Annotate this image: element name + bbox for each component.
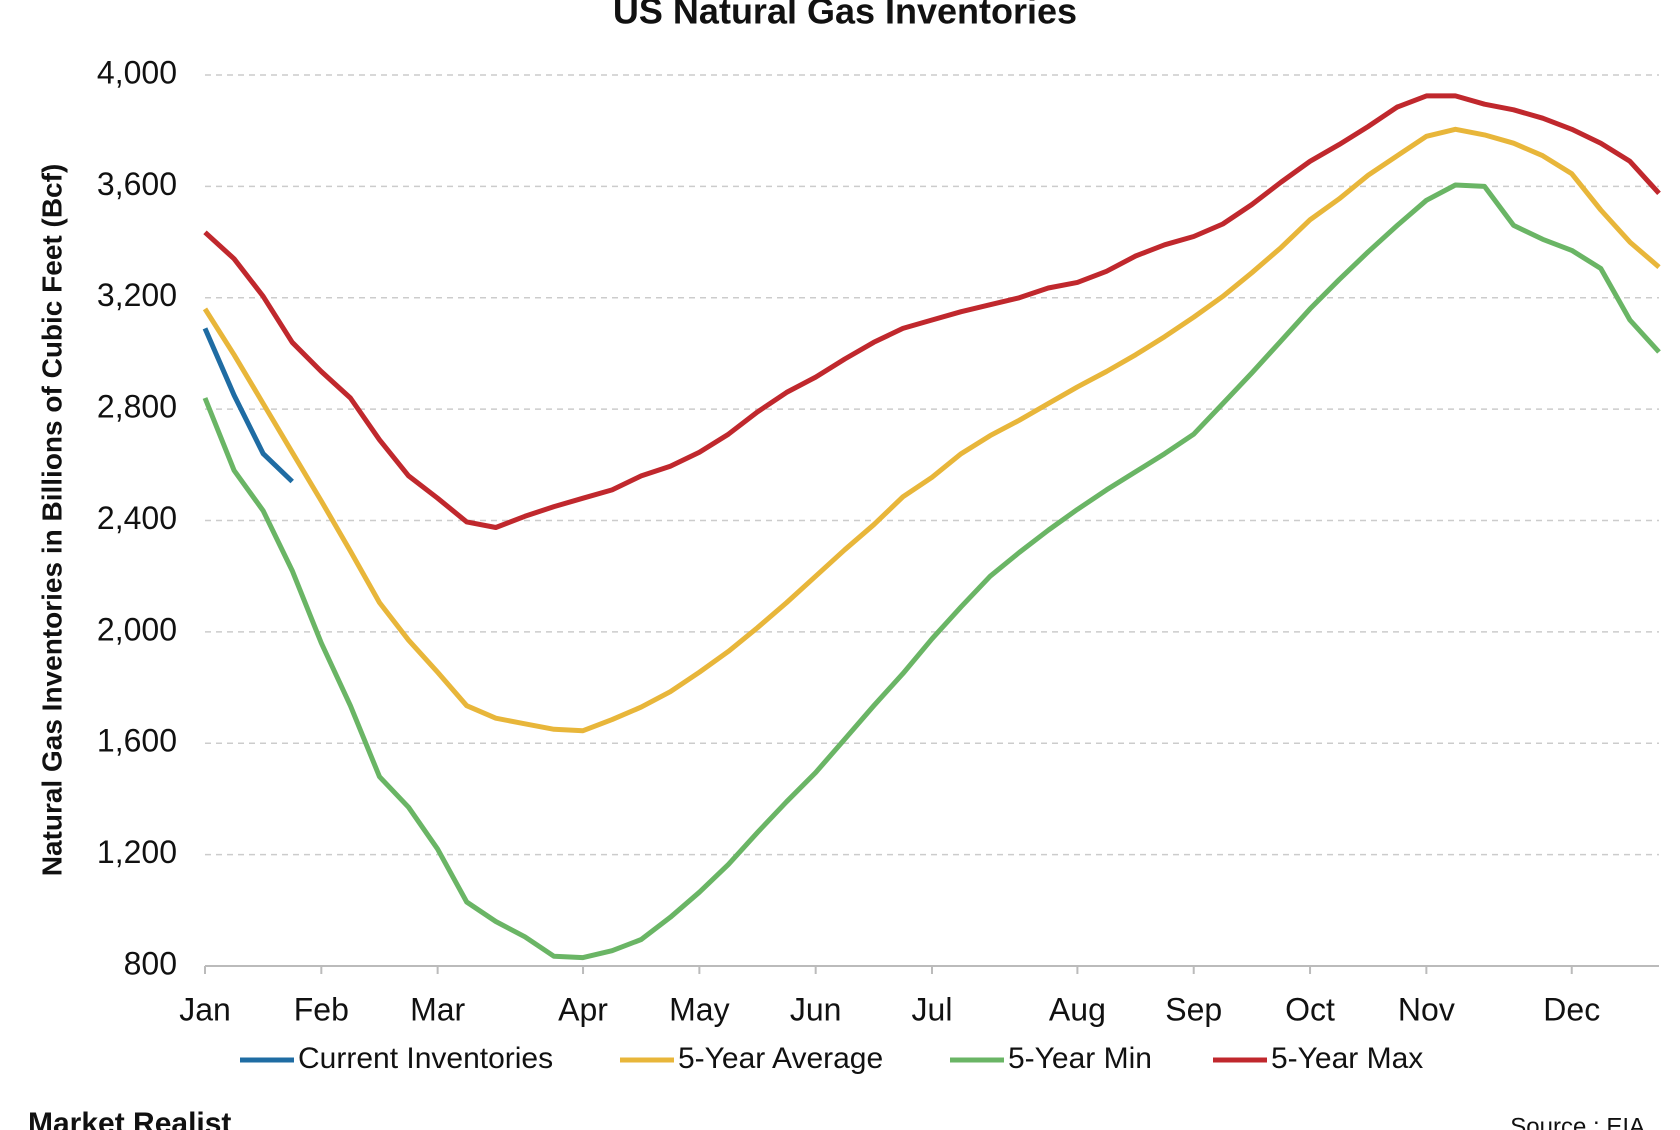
y-axis-label: Natural Gas Inventories in Billions of C… — [36, 164, 67, 877]
x-tick-label: Jul — [912, 991, 953, 1027]
y-tick-label: 3,600 — [97, 166, 177, 202]
y-tick-label: 1,600 — [97, 723, 177, 759]
y-tick-label: 2,800 — [97, 389, 177, 425]
x-tick-label: Dec — [1543, 991, 1600, 1027]
chart-title: US Natural Gas Inventories — [613, 0, 1077, 32]
series-line — [202, 126, 1661, 734]
y-tick-label: 4,000 — [97, 54, 177, 90]
x-tick-label: Aug — [1049, 991, 1106, 1027]
series-line — [203, 93, 1661, 530]
legend-label: Current Inventories — [298, 1042, 553, 1075]
x-tick-label: Nov — [1398, 991, 1455, 1027]
y-tick-label: 2,400 — [97, 500, 177, 536]
series-line — [202, 327, 294, 484]
y-tick-label: 800 — [124, 945, 177, 981]
x-tick-label: May — [669, 991, 729, 1027]
x-tick-label: Jan — [179, 991, 231, 1027]
y-tick-label: 3,200 — [97, 277, 177, 313]
brand: Market Realist — [28, 1107, 231, 1130]
x-tick-label: Mar — [410, 991, 465, 1027]
x-tick-label: Apr — [558, 991, 608, 1027]
source: Source : EIA — [1510, 1113, 1645, 1130]
legend-label: 5-Year Max — [1271, 1042, 1423, 1075]
x-tick-label: Oct — [1285, 991, 1335, 1027]
x-tick-label: Feb — [294, 991, 349, 1027]
y-tick-label: 2,000 — [97, 611, 177, 647]
y-tick-label: 1,200 — [97, 834, 177, 870]
x-tick-label: Jun — [790, 991, 842, 1027]
series-line — [202, 182, 1661, 961]
legend-label: 5-Year Average — [678, 1042, 883, 1075]
x-tick-label: Sep — [1165, 991, 1222, 1027]
legend-label: 5-Year Min — [1008, 1042, 1152, 1075]
